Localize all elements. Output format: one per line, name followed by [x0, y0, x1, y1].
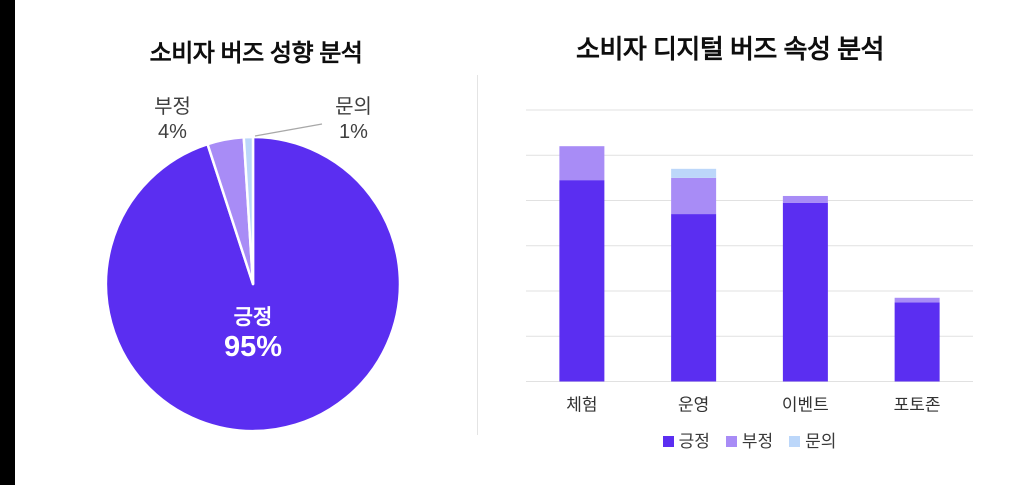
- pie-center-label-value: 95%: [223, 331, 283, 363]
- legend-item-inquiry: 문의: [789, 433, 836, 450]
- x-axis-label: 포토존: [894, 396, 941, 415]
- bar-segment-negative: [894, 297, 940, 303]
- pie-callout-inquiry: 문의 1%: [311, 95, 396, 145]
- bar-segment-positive: [671, 214, 717, 382]
- bar-segment-negative: [559, 146, 605, 181]
- pie-callout-negative-label: 부정: [154, 96, 191, 118]
- pie-chart-panel: 소비자 버즈 성향 분석 부정 4% 문의 1% 긍정 95%: [104, 40, 402, 433]
- legend-swatch-inquiry: [789, 435, 801, 447]
- bar-segment-positive: [559, 180, 605, 382]
- pie-callout-negative: 부정 4%: [130, 95, 215, 145]
- bar-segment-negative: [782, 195, 828, 203]
- bar-chart-panel: 소비자 디지털 버즈 속성 분석 체험 운영 이벤트 포토존 긍정 부정 문의: [512, 0, 1024, 493]
- legend-label: 부정: [741, 431, 774, 451]
- pie-callout-negative-value: 4%: [158, 121, 187, 143]
- bar-segment-inquiry: [671, 168, 717, 178]
- legend-label: 문의: [805, 431, 837, 451]
- legend-swatch-positive: [662, 435, 674, 447]
- x-axis-label: 운영: [678, 396, 709, 415]
- bar-chart-title: 소비자 디지털 버즈 속성 분석: [576, 34, 884, 64]
- chart-legend: 긍정 부정 문의: [526, 431, 973, 451]
- panel-divider: [477, 75, 478, 435]
- legend-swatch-negative: [725, 435, 737, 447]
- pie-callout-inquiry-value: 1%: [339, 121, 368, 143]
- pie-slice-inquiry: [242, 135, 255, 286]
- pie-chart-title: 소비자 버즈 성향 분석: [149, 40, 363, 67]
- pie-callout-inquiry-label: 문의: [335, 96, 372, 118]
- inquiry-leader-line: [254, 123, 323, 137]
- window-edge-strip: [0, 0, 15, 485]
- pie-chart: [104, 123, 402, 433]
- pie-center-label-name: 긍정: [233, 306, 273, 329]
- pie-center-label: 긍정 95%: [193, 304, 313, 364]
- bar-segment-negative: [671, 177, 717, 215]
- x-axis-label: 체험: [566, 396, 597, 415]
- legend-label: 긍정: [678, 431, 710, 451]
- legend-item-positive: 긍정: [662, 431, 710, 451]
- legend-item-negative: 부정: [725, 431, 774, 451]
- bar-segment-positive: [782, 202, 828, 382]
- stacked-bar-chart: 체험 운영 이벤트 포토존: [526, 109, 973, 415]
- x-axis-label: 이벤트: [782, 396, 829, 415]
- bar-segment-positive: [894, 302, 940, 382]
